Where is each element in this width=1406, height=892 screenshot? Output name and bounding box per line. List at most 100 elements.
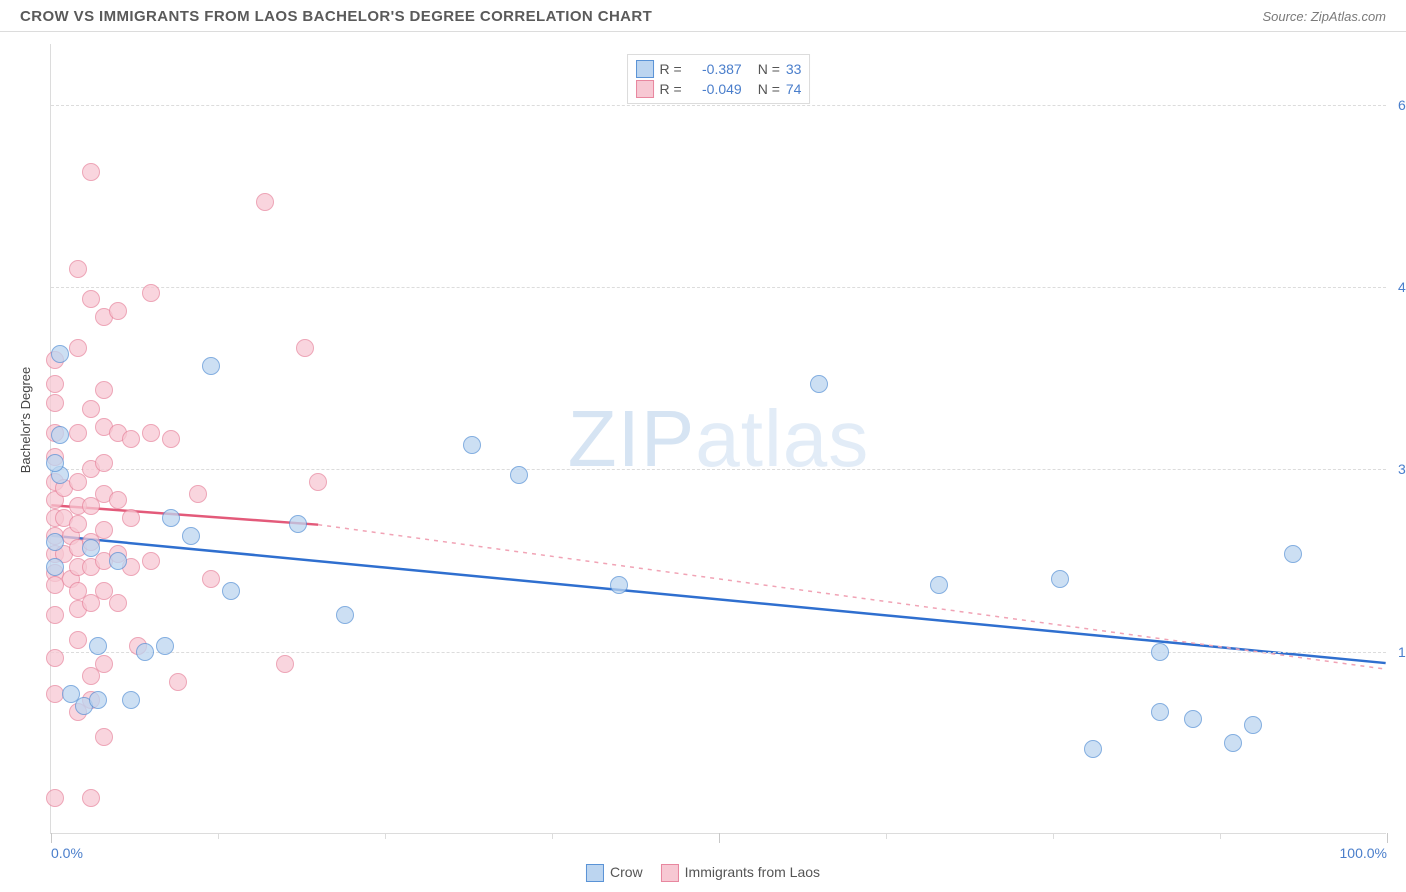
x-tick-minor [552, 833, 553, 839]
data-point [136, 643, 154, 661]
data-point [142, 424, 160, 442]
data-point [109, 491, 127, 509]
data-point [46, 394, 64, 412]
chart-header: CROW VS IMMIGRANTS FROM LAOS BACHELOR'S … [0, 0, 1406, 32]
legend-r-label: R = [660, 61, 682, 77]
gridline-h [51, 287, 1386, 288]
data-point [1084, 740, 1102, 758]
data-point [95, 521, 113, 539]
data-point [82, 789, 100, 807]
data-point [169, 673, 187, 691]
data-point [930, 576, 948, 594]
data-point [256, 193, 274, 211]
data-point [222, 582, 240, 600]
data-point [122, 509, 140, 527]
data-point [1284, 545, 1302, 563]
data-point [46, 649, 64, 667]
data-point [463, 436, 481, 454]
legend-swatch [661, 864, 679, 882]
data-point [46, 454, 64, 472]
data-point [142, 552, 160, 570]
data-point [296, 339, 314, 357]
x-tick-label: 100.0% [1340, 845, 1387, 861]
data-point [82, 163, 100, 181]
x-tick-minor [1053, 833, 1054, 839]
watermark: ZIPatlas [568, 393, 869, 485]
data-point [69, 260, 87, 278]
data-point [122, 430, 140, 448]
legend-n-value: 74 [786, 81, 802, 97]
series-legend: Crow Immigrants from Laos [586, 864, 820, 882]
data-point [510, 466, 528, 484]
data-point [202, 357, 220, 375]
data-point [69, 339, 87, 357]
y-tick-label: 30.0% [1390, 461, 1406, 477]
chart-source: Source: ZipAtlas.com [1262, 9, 1386, 24]
data-point [95, 381, 113, 399]
data-point [1151, 703, 1169, 721]
data-point [202, 570, 220, 588]
data-point [69, 424, 87, 442]
data-point [1151, 643, 1169, 661]
data-point [309, 473, 327, 491]
data-point [51, 345, 69, 363]
data-point [69, 515, 87, 533]
x-tick-major [51, 833, 52, 843]
gridline-h [51, 105, 1386, 106]
legend-label: Immigrants from Laos [685, 864, 820, 880]
data-point [162, 509, 180, 527]
x-tick-minor [1220, 833, 1221, 839]
legend-r-value: -0.387 [688, 61, 742, 77]
data-point [1244, 716, 1262, 734]
data-point [1184, 710, 1202, 728]
data-point [46, 375, 64, 393]
trend-line [51, 536, 1385, 663]
legend-r-label: R = [660, 81, 682, 97]
data-point [82, 400, 100, 418]
data-point [51, 426, 69, 444]
data-point [142, 284, 160, 302]
x-tick-major [1387, 833, 1388, 843]
data-point [46, 789, 64, 807]
data-point [46, 606, 64, 624]
chart-title: CROW VS IMMIGRANTS FROM LAOS BACHELOR'S … [20, 8, 652, 25]
legend-n-label: N = [758, 81, 780, 97]
data-point [189, 485, 207, 503]
data-point [122, 691, 140, 709]
legend-swatch [586, 864, 604, 882]
y-tick-label: 45.0% [1390, 279, 1406, 295]
y-axis-label: Bachelor's Degree [18, 367, 33, 474]
data-point [69, 631, 87, 649]
data-point [109, 594, 127, 612]
data-point [46, 533, 64, 551]
data-point [95, 728, 113, 746]
legend-item: Immigrants from Laos [661, 864, 820, 882]
legend-item: Crow [586, 864, 643, 882]
legend-r-value: -0.049 [688, 81, 742, 97]
x-tick-minor [218, 833, 219, 839]
legend-n-value: 33 [786, 61, 802, 77]
legend-swatch [636, 60, 654, 78]
x-tick-minor [385, 833, 386, 839]
x-tick-major [719, 833, 720, 843]
gridline-h [51, 652, 1386, 653]
gridline-h [51, 469, 1386, 470]
data-point [109, 302, 127, 320]
data-point [109, 552, 127, 570]
data-point [610, 576, 628, 594]
data-point [46, 558, 64, 576]
data-point [82, 290, 100, 308]
data-point [182, 527, 200, 545]
data-point [1051, 570, 1069, 588]
y-tick-label: 15.0% [1390, 644, 1406, 660]
legend-stat-row: R = -0.049 N = 74 [636, 79, 802, 99]
trend-line-extrapolated [318, 525, 1385, 669]
data-point [95, 655, 113, 673]
scatter-chart: ZIPatlas R =-0.387N =33R =-0.049N =74 15… [50, 44, 1386, 834]
x-tick-minor [886, 833, 887, 839]
correlation-legend: R = -0.387 N = 33 R = -0.049 N = 74 [627, 54, 811, 104]
data-point [156, 637, 174, 655]
data-point [89, 691, 107, 709]
legend-n-label: N = [758, 61, 780, 77]
legend-swatch [636, 80, 654, 98]
